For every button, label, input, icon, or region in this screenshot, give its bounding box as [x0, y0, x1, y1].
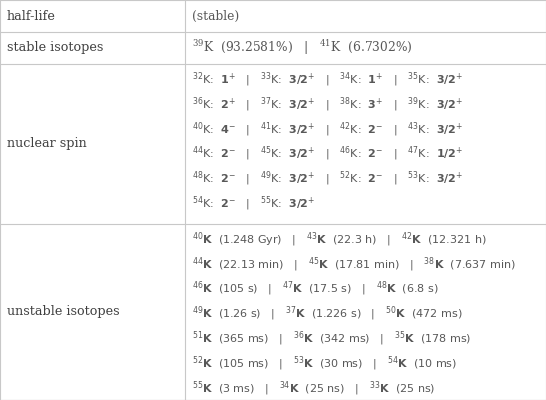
Text: $^{\mathregular{40}}$$\mathbf{K}$  (1.248 Gyr)   |   $^{\mathregular{43}}$$\math: $^{\mathregular{40}}$$\mathbf{K}$ (1.248… — [192, 230, 515, 398]
Text: stable isotopes: stable isotopes — [7, 42, 103, 54]
Bar — [0, 224, 546, 400]
Bar — [0, 32, 546, 64]
Bar — [0, 0, 546, 32]
Text: nuclear spin: nuclear spin — [7, 138, 87, 150]
Text: $^{\mathregular{32}}$K:  $\mathbf{1}^{\mathregular{+}}$   |   $^{\mathregular{33: $^{\mathregular{32}}$K: $\mathbf{1}^{\ma… — [192, 70, 462, 213]
Bar — [0, 64, 546, 224]
Text: (stable): (stable) — [192, 10, 239, 22]
Text: $^{\mathregular{39}}$K  (93.2581%)   |   $^{\mathregular{41}}$K  (6.7302%): $^{\mathregular{39}}$K (93.2581%) | $^{\… — [192, 38, 412, 58]
Text: unstable isotopes: unstable isotopes — [7, 306, 120, 318]
Text: half-life: half-life — [7, 10, 56, 22]
